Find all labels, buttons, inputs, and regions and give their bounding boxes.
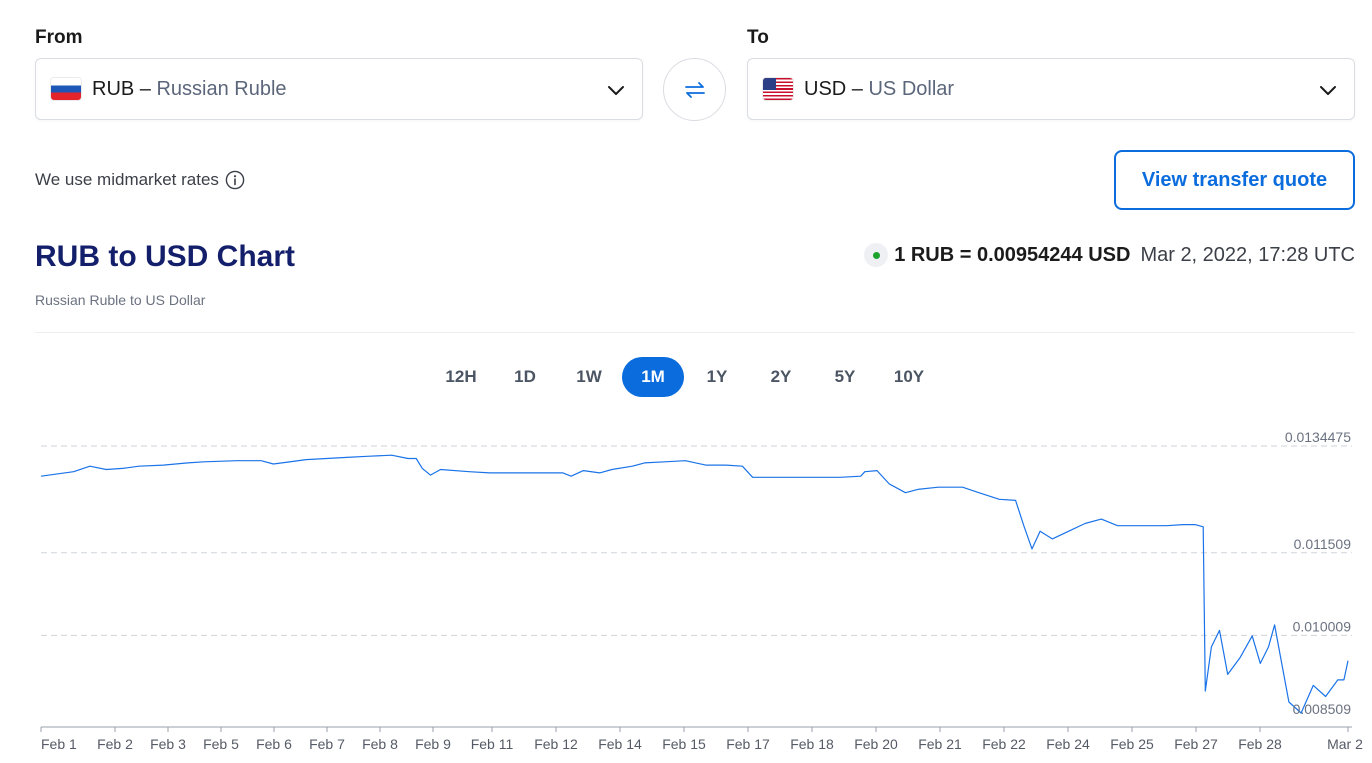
from-currency-text: RUB – Russian Ruble <box>92 78 287 101</box>
range-tab-1d[interactable]: 1D <box>514 367 536 386</box>
swap-currencies-button[interactable] <box>663 58 726 121</box>
to-currency-text: USD – US Dollar <box>804 78 954 101</box>
x-tick-label: Feb 15 <box>662 736 706 752</box>
y-tick-label: 0.0134475 <box>1285 429 1351 445</box>
usa-flag-icon <box>763 78 793 100</box>
range-tab-1m[interactable]: 1M <box>622 357 684 397</box>
x-tick-label: Feb 3 <box>150 736 186 752</box>
x-tick-label: Feb 7 <box>309 736 345 752</box>
x-tick-label: Feb 12 <box>534 736 578 752</box>
range-tab-2y[interactable]: 2Y <box>770 367 792 386</box>
x-tick-label: Feb 1 <box>41 736 77 752</box>
x-tick-label: Feb 25 <box>1110 736 1154 752</box>
to-currency-separator: – <box>846 77 869 100</box>
x-tick-label: Feb 17 <box>726 736 770 752</box>
y-tick-label: 0.010009 <box>1293 618 1352 634</box>
x-tick-label: Feb 27 <box>1174 736 1218 752</box>
range-tab-1y[interactable]: 1Y <box>706 367 728 386</box>
chevron-down-icon <box>608 86 624 95</box>
live-indicator-icon <box>864 243 889 267</box>
x-tick-label: Feb 9 <box>415 736 451 752</box>
rate-series-line <box>40 454 1349 714</box>
x-tick-label: Feb 8 <box>362 736 398 752</box>
range-tab-12h[interactable]: 12H <box>445 367 477 386</box>
x-tick-label: Feb 28 <box>1238 736 1282 752</box>
rate-timestamp: Mar 2, 2022, 17:28 UTC <box>1140 243 1355 266</box>
x-tick-label: Mar 2 <box>1327 736 1363 752</box>
range-tab-5y[interactable]: 5Y <box>834 367 856 386</box>
from-currency-separator: – <box>134 77 157 100</box>
swap-arrows-icon <box>684 81 705 98</box>
to-currency-name: US Dollar <box>868 77 955 100</box>
chart-subtitle: Russian Ruble to US Dollar <box>35 292 206 308</box>
info-icon[interactable] <box>225 170 245 190</box>
y-tick-label: 0.011509 <box>1294 536 1352 552</box>
exchange-rate-chart[interactable]: 0.0134475 0.011509 0.010009 0.008509 Feb 1 F… <box>0 420 1372 763</box>
x-tick-label: Feb 6 <box>256 736 292 752</box>
rate-value: 1 RUB = 0.00954244 USD <box>894 243 1131 266</box>
time-range-tabs: 12H 1D 1W 1M 1Y 2Y 5Y 10Y <box>430 357 940 397</box>
russia-flag-icon <box>51 78 81 100</box>
midmarket-text: We use midmarket rates <box>35 170 219 189</box>
x-tick-label: Feb 24 <box>1046 736 1090 752</box>
current-rate: 1 RUB = 0.00954244 USD Mar 2, 2022, 17:2… <box>864 243 1355 267</box>
range-tab-10y[interactable]: 10Y <box>893 367 925 386</box>
x-tick-label: Feb 22 <box>982 736 1026 752</box>
chevron-down-icon <box>1320 86 1336 95</box>
divider <box>35 332 1355 333</box>
x-tick-label: Feb 20 <box>854 736 898 752</box>
to-currency-select[interactable]: USD – US Dollar <box>747 58 1355 120</box>
from-currency-code: RUB <box>92 77 135 100</box>
range-tab-1w[interactable]: 1W <box>576 367 602 386</box>
midmarket-note: We use midmarket rates <box>35 170 245 190</box>
x-tick-label: Feb 14 <box>598 736 642 752</box>
to-label: To <box>747 27 769 48</box>
x-tick-label: Feb 18 <box>790 736 834 752</box>
x-tick-label: Feb 11 <box>471 736 514 752</box>
y-tick-label: 0.008509 <box>1293 701 1352 717</box>
view-transfer-quote-button[interactable]: View transfer quote <box>1114 150 1355 210</box>
chart-title: RUB to USD Chart <box>35 240 295 273</box>
x-tick-label: Feb 21 <box>918 736 962 752</box>
from-currency-name: Russian Ruble <box>156 77 287 100</box>
from-currency-select[interactable]: RUB – Russian Ruble <box>35 58 643 120</box>
to-currency-code: USD <box>804 77 847 100</box>
x-tick-label: Feb 5 <box>203 736 239 752</box>
x-tick-label: Feb 2 <box>97 736 133 752</box>
from-label: From <box>35 27 83 48</box>
